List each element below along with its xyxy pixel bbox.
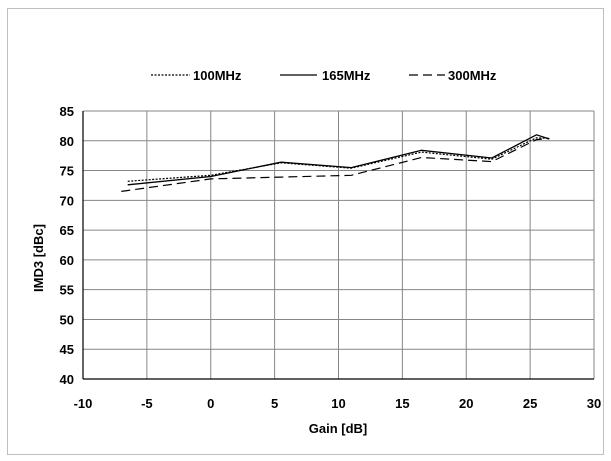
series-lines: [121, 134, 550, 192]
x-tick-label: 5: [271, 396, 278, 411]
y-tick-label: 75: [60, 164, 74, 179]
y-tick-label: 45: [60, 342, 74, 357]
x-tick-label: -10: [74, 396, 93, 411]
y-tick-label: 85: [60, 104, 74, 119]
series-line-300MHz: [121, 137, 550, 192]
y-tick-label: 70: [60, 193, 74, 208]
x-tick-label: 30: [587, 396, 601, 411]
y-tick-label: 60: [60, 253, 74, 268]
x-tick-label: -5: [141, 396, 153, 411]
y-tick-label: 80: [60, 134, 74, 149]
x-tick-label: 0: [207, 396, 214, 411]
series-line-165MHz: [127, 134, 550, 186]
series-line-100MHz: [127, 137, 550, 182]
grid: [82, 110, 595, 380]
x-tick-label: 15: [395, 396, 409, 411]
chart-frame: [7, 8, 604, 455]
x-tick-label: 20: [459, 396, 473, 411]
y-tick-label: 65: [60, 223, 74, 238]
y-tick-label: 50: [60, 312, 74, 327]
x-axis-title: Gain [dB]: [309, 421, 368, 436]
legend-label-300MHz: 300MHz: [448, 68, 497, 83]
legend: 100MHz 165MHz 300MHz: [151, 68, 497, 83]
y-tick-label: 40: [60, 372, 74, 387]
x-tick-label: 25: [523, 396, 537, 411]
y-tick-label: 55: [60, 283, 74, 298]
legend-label-165MHz: 165MHz: [322, 68, 371, 83]
y-axis-title: IMD3 [dBc]: [31, 224, 46, 292]
x-tick-label: 10: [331, 396, 345, 411]
tick-labels: -10 -5 0 5 10 15 20 25 30 40 45 50 55 60 65 70 75 80 85: [60, 104, 602, 411]
axes: [82, 111, 594, 380]
legend-label-100MHz: 100MHz: [193, 68, 242, 83]
